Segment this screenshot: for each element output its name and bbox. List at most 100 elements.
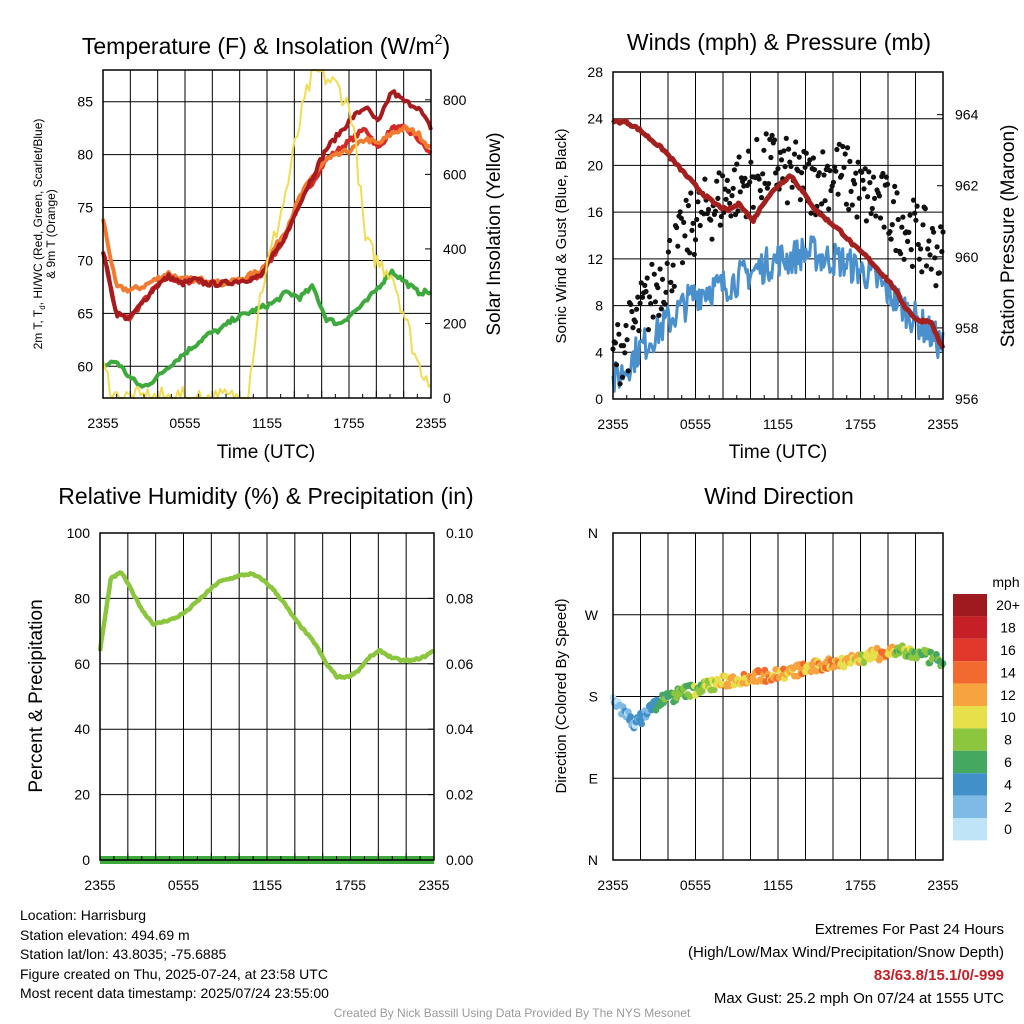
gust-point bbox=[760, 171, 766, 177]
x-tick-label: 0555 bbox=[680, 877, 711, 893]
gust-point bbox=[652, 299, 659, 305]
y-tick-label: 60 bbox=[77, 358, 93, 374]
gust-point bbox=[771, 137, 778, 143]
y-tick-label: 24 bbox=[587, 111, 603, 127]
gust-point bbox=[938, 224, 944, 230]
gust-point bbox=[826, 206, 832, 212]
extremes-box: Extremes For Past 24 Hours (High/Low/Max… bbox=[688, 918, 1004, 1010]
gust-point bbox=[855, 159, 861, 165]
x-tick-label: 0555 bbox=[169, 415, 200, 431]
y2-tick-label: 0.02 bbox=[446, 787, 473, 803]
x-tick-label: 1755 bbox=[845, 416, 876, 432]
gust-point bbox=[876, 193, 883, 199]
y2-tick-label: 0.10 bbox=[446, 525, 473, 541]
gust-point bbox=[786, 146, 792, 152]
gust-point bbox=[870, 174, 877, 180]
gust-point bbox=[623, 322, 629, 329]
gust-point bbox=[639, 294, 646, 300]
y-tick-label: 40 bbox=[74, 721, 90, 737]
gust-point bbox=[905, 238, 911, 244]
gust-point bbox=[892, 183, 898, 189]
speed-colorbar: 20+ 18 16 14 12 10 8 6 4 2 0 bbox=[953, 594, 1020, 841]
gust-point bbox=[712, 208, 719, 214]
gust-point bbox=[926, 238, 932, 244]
colorbar-swatch bbox=[953, 728, 987, 751]
gust-point bbox=[844, 145, 851, 151]
gust-point bbox=[720, 173, 726, 179]
x-tick-label: 1155 bbox=[763, 877, 793, 893]
direction-tick-label: W bbox=[585, 607, 599, 623]
gust-point bbox=[782, 164, 788, 170]
colorbar-label: 14 bbox=[1000, 664, 1016, 680]
gust-point bbox=[688, 190, 694, 196]
gust-point bbox=[783, 135, 789, 141]
gust-point bbox=[728, 213, 734, 219]
sonic-wind-line bbox=[611, 235, 945, 393]
gust-point bbox=[736, 154, 742, 160]
gust-point bbox=[931, 229, 937, 235]
gust-point bbox=[915, 241, 921, 248]
gust-point bbox=[729, 193, 735, 199]
gust-point bbox=[913, 217, 919, 223]
y-tick-label: 80 bbox=[74, 590, 90, 606]
winds-ticks: 2355 0555 1155 1755 2355 0 4 8 12 16 20 24 28 956 958 9… bbox=[587, 64, 978, 432]
direction-point bbox=[813, 667, 820, 675]
direction-point bbox=[686, 693, 694, 700]
figure-created: Figure created on Thu, 2025-07-24, at 23… bbox=[20, 965, 328, 982]
gust-point bbox=[799, 170, 805, 176]
gust-point bbox=[914, 203, 920, 209]
gust-point bbox=[789, 184, 795, 190]
y-tick-label: 4 bbox=[595, 344, 603, 360]
gust-point bbox=[920, 222, 926, 228]
y2-tick-label: 800 bbox=[443, 92, 467, 108]
gust-point bbox=[901, 256, 907, 262]
gust-point bbox=[869, 205, 875, 212]
gust-point bbox=[898, 251, 904, 257]
direction-point bbox=[933, 651, 940, 658]
gust-point bbox=[787, 159, 793, 165]
gust-point bbox=[866, 169, 872, 175]
gust-point bbox=[788, 163, 794, 169]
gust-point bbox=[645, 327, 652, 333]
y2-tick-label: 0 bbox=[443, 390, 451, 406]
y-tick-label: 0 bbox=[595, 391, 603, 407]
gust-point bbox=[811, 167, 818, 173]
gust-point bbox=[757, 187, 763, 194]
gust-point bbox=[659, 276, 666, 282]
gust-point bbox=[863, 218, 870, 224]
extremes-subtitle: (High/Low/Max Wind/Precipitation/Snow De… bbox=[688, 944, 1004, 961]
colorbar-swatch bbox=[953, 750, 987, 774]
colorbar-label: 20+ bbox=[996, 597, 1020, 613]
dewpoint-line bbox=[102, 268, 433, 389]
humidity-title: Relative Humidity (%) & Precipitation (i… bbox=[58, 483, 473, 509]
x-tick-label: 2355 bbox=[415, 415, 446, 431]
gust-point bbox=[885, 181, 891, 187]
gust-point bbox=[697, 222, 703, 229]
gust-point bbox=[625, 368, 631, 374]
gust-point bbox=[832, 164, 838, 170]
humidity-ticks: 2355 0555 1155 1755 2355 0 20 40 60 80 100 0.00 0.02… bbox=[67, 525, 474, 893]
colorbar-label: 12 bbox=[1000, 687, 1016, 703]
y-tick-label: 60 bbox=[74, 656, 90, 672]
gust-point bbox=[768, 154, 774, 161]
gust-point bbox=[742, 175, 748, 181]
gust-point bbox=[834, 146, 840, 153]
gust-point bbox=[880, 170, 886, 177]
gust-point bbox=[830, 179, 837, 185]
gust-point bbox=[854, 214, 860, 220]
x-tick-label: 2355 bbox=[87, 415, 118, 431]
gust-point bbox=[651, 271, 657, 277]
gust-point bbox=[734, 161, 740, 167]
colorbar-swatch bbox=[953, 706, 987, 729]
gust-point bbox=[923, 263, 930, 269]
colorbar-swatch bbox=[953, 683, 987, 706]
gust-point bbox=[793, 139, 799, 145]
colorbar-label: 18 bbox=[1000, 620, 1016, 636]
winds-title: Winds (mph) & Pressure (mb) bbox=[627, 29, 931, 55]
gust-point bbox=[933, 283, 939, 289]
gust-point bbox=[674, 224, 680, 231]
gust-point bbox=[840, 143, 846, 150]
direction-tick-label: N bbox=[588, 852, 598, 868]
gust-point bbox=[810, 155, 817, 161]
y-tick-label: 65 bbox=[77, 305, 93, 321]
